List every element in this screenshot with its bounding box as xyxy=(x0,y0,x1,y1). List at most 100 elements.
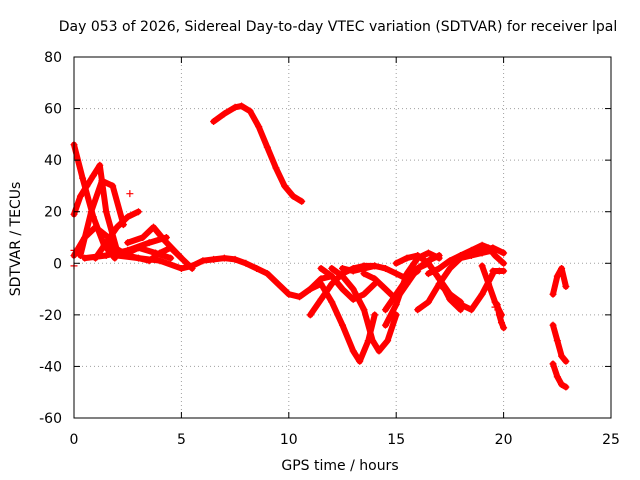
series-line xyxy=(124,224,196,272)
data-point xyxy=(549,290,557,298)
data-point xyxy=(113,223,121,231)
data-point xyxy=(500,249,508,257)
data-point xyxy=(339,321,346,329)
data-point xyxy=(210,117,218,125)
y-tick-label: -60 xyxy=(39,411,62,427)
data-point xyxy=(281,182,289,190)
data-point xyxy=(76,192,84,200)
data-point xyxy=(495,311,503,319)
data-point xyxy=(231,103,239,111)
data-point xyxy=(478,262,486,270)
data-point xyxy=(549,360,557,368)
arc-22 xyxy=(457,241,508,267)
data-point xyxy=(306,285,314,293)
data-point xyxy=(553,373,561,381)
data-point xyxy=(328,280,336,288)
data-point xyxy=(381,306,389,314)
data-point xyxy=(126,190,134,198)
data-point xyxy=(424,259,432,267)
data-point xyxy=(562,282,570,290)
high-arc xyxy=(210,102,306,205)
data-point xyxy=(253,264,261,272)
y-tick-label: -20 xyxy=(39,308,62,324)
y-tick-label: 80 xyxy=(44,50,62,66)
data-point xyxy=(339,285,346,293)
y-axis-label: SDTVAR / TECUs xyxy=(8,182,24,297)
data-point xyxy=(392,270,400,278)
x-axis-label: GPS time / hours xyxy=(281,458,398,474)
y-tick-label: -40 xyxy=(39,359,62,375)
data-point xyxy=(356,357,364,365)
data-point xyxy=(392,290,400,298)
data-point xyxy=(491,252,499,260)
data-point xyxy=(558,264,566,272)
data-point xyxy=(485,244,493,252)
data-point xyxy=(549,321,557,329)
data-point xyxy=(102,252,110,260)
data-point xyxy=(349,285,357,293)
y-tick-label: 60 xyxy=(44,102,62,118)
data-point xyxy=(102,239,110,247)
outlier-1 xyxy=(126,190,134,198)
data-point xyxy=(349,347,357,355)
data-point xyxy=(381,264,389,272)
data-point xyxy=(403,254,411,262)
data-point xyxy=(220,110,228,118)
data-point xyxy=(238,102,246,110)
data-point xyxy=(160,236,168,244)
y-tick-label: 20 xyxy=(44,205,62,221)
data-point xyxy=(424,298,432,306)
data-point xyxy=(360,270,368,278)
data-point xyxy=(562,357,570,365)
data-point xyxy=(424,249,432,257)
data-point xyxy=(188,262,196,270)
data-point xyxy=(145,239,153,247)
x-tick-label: 15 xyxy=(387,432,405,448)
arc-26 xyxy=(549,321,570,365)
data-point xyxy=(79,174,87,182)
data-point xyxy=(558,352,566,360)
data-point xyxy=(263,270,271,278)
data-point xyxy=(371,262,379,270)
data-point xyxy=(285,290,293,298)
data-point xyxy=(328,272,336,280)
data-point xyxy=(467,246,475,254)
data-point xyxy=(156,257,164,265)
data-point xyxy=(246,107,254,115)
data-point xyxy=(435,264,443,272)
data-point xyxy=(263,143,271,151)
x-tick-label: 5 xyxy=(177,432,186,448)
data-point xyxy=(381,321,389,329)
data-point xyxy=(89,172,97,180)
series-line xyxy=(328,265,400,354)
data-point xyxy=(457,252,465,260)
series-line xyxy=(550,322,569,365)
data-point xyxy=(497,319,505,327)
arc-9 xyxy=(109,244,175,262)
data-point xyxy=(91,223,99,231)
data-point xyxy=(317,264,325,272)
x-tick-label: 10 xyxy=(280,432,298,448)
data-point xyxy=(113,252,121,260)
data-point xyxy=(478,290,486,298)
data-point xyxy=(255,123,263,131)
data-point xyxy=(478,241,486,249)
arc-21 xyxy=(435,270,497,314)
data-point xyxy=(339,272,346,280)
data-point xyxy=(500,267,508,275)
ticks xyxy=(73,56,612,419)
data-point xyxy=(177,264,185,272)
data-point xyxy=(371,311,379,319)
data-point xyxy=(500,324,508,332)
arc-12 xyxy=(317,264,379,303)
series-line xyxy=(550,360,569,391)
data-point xyxy=(392,259,400,267)
data-point xyxy=(149,223,157,231)
arc-25 xyxy=(489,267,508,275)
data-point xyxy=(384,337,392,345)
data-point xyxy=(124,239,132,247)
data-point xyxy=(403,275,411,283)
data-point xyxy=(500,259,508,267)
data-point xyxy=(489,267,497,275)
